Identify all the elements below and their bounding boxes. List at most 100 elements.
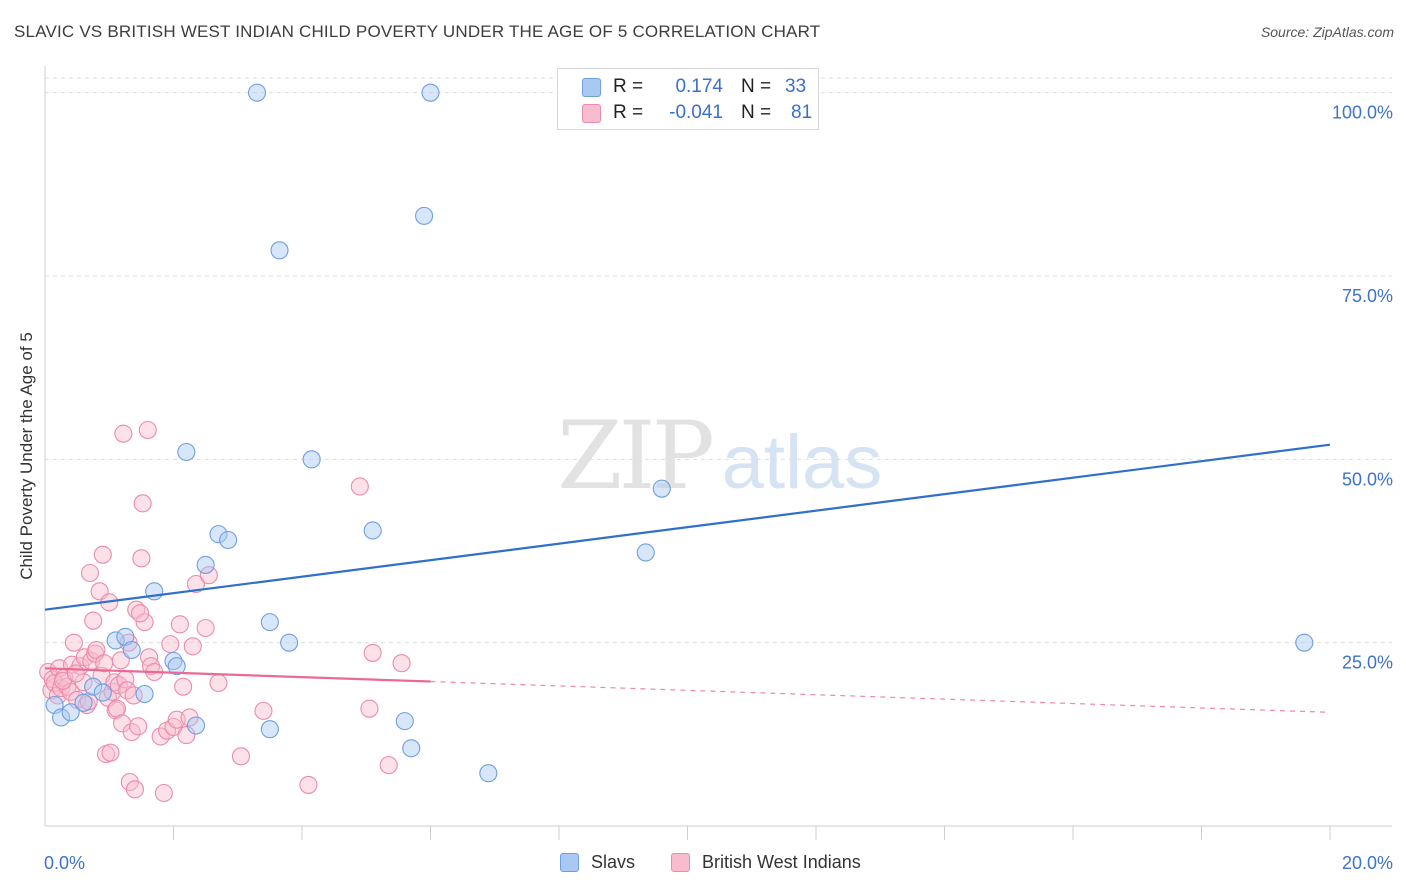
point-british-west-indians [174,677,193,696]
x-tick-label-max: 20.0% [1342,853,1393,873]
point-british-west-indians [231,747,251,766]
point-british-west-indians [129,717,148,736]
point-british-west-indians [196,618,215,638]
x-tick-label-min: 0.0% [44,853,85,873]
point-slavs [122,640,141,660]
point-british-west-indians [114,424,133,443]
point-slavs [402,739,421,758]
legend-r-value: 0.174 [675,76,723,97]
legend-row-british-west-indians: R = -0.041 N = 81 [582,101,812,125]
point-slavs [260,613,279,632]
trend-line-british-west-indians-dashed [430,680,1331,713]
point-slavs [186,716,206,735]
point-british-west-indians [80,563,100,583]
axes [44,66,1392,840]
point-british-west-indians [170,615,189,634]
trend-lines [44,443,1331,713]
point-slavs [636,543,655,562]
point-british-west-indians [299,775,318,794]
point-slavs [363,521,382,540]
point-slavs [209,525,228,544]
trend-line-british-west-indians-solid [44,667,431,683]
series-slavs [45,83,1314,783]
point-slavs [177,442,196,462]
point-british-west-indians [133,494,152,513]
tick-labels: 25.0% 50.0% 75.0% 100.0% 0.0% 20.0% [44,103,1393,873]
bottom-legend-swatch-slavs [560,853,579,872]
point-british-west-indians [101,743,120,762]
watermark-zip: ZIP [557,402,711,511]
legend-row-slavs: R = 0.174 N = 33 [582,75,806,99]
legend-n-value: 33 [785,76,807,97]
bottom-legend-swatch-british-west-indians [671,853,690,872]
y-tick-label: 100.0% [1332,103,1393,123]
y-tick-label: 75.0% [1342,286,1393,306]
point-slavs [196,555,215,574]
point-british-west-indians [183,637,202,656]
point-slavs [260,720,279,739]
point-british-west-indians [138,420,157,440]
bottom-legend-label-slavs: Slavs [591,852,636,872]
point-slavs [270,241,289,260]
legend-n-label: N = [741,102,772,123]
bottom-legend-slavs: Slavs [560,852,635,873]
point-british-west-indians [209,673,228,693]
point-british-west-indians [93,545,112,564]
point-british-west-indians [350,477,369,496]
point-british-west-indians [186,574,206,594]
point-slavs [106,631,125,650]
correlation-legend: R = 0.174 N = 33 R = -0.041 N = 81 [557,68,819,130]
legend-swatch-british-west-indians [582,103,601,123]
series-british-west-indians [39,420,411,803]
point-british-west-indians [360,699,379,718]
point-british-west-indians [177,726,196,745]
point-slavs [219,530,238,550]
legend-r-label: R = [613,102,644,123]
y-tick-label: 25.0% [1342,653,1393,673]
point-british-west-indians [132,549,151,568]
point-slavs [479,764,498,783]
point-slavs [247,83,267,102]
legend-r-value: -0.041 [669,102,723,123]
point-slavs [652,479,671,498]
watermark-atlas: atlas [722,420,883,505]
point-slavs [421,83,440,102]
point-british-west-indians [254,701,273,720]
point-british-west-indians [379,756,398,775]
bottom-legend-british-west-indians: British West Indians [671,852,861,873]
point-slavs [61,703,80,722]
point-slavs [135,684,154,704]
point-slavs [74,693,93,712]
point-slavs [1295,633,1314,652]
point-british-west-indians [125,780,144,799]
trend-line-slavs [44,443,1331,611]
legend-n-value: 81 [791,102,813,123]
point-british-west-indians [363,643,382,662]
point-british-west-indians [131,604,150,623]
point-slavs [302,450,321,469]
watermark: ZIP atlas [557,402,882,511]
point-slavs [164,651,183,671]
point-slavs [395,712,414,731]
point-british-west-indians [141,657,161,676]
point-slavs [52,708,71,727]
source-label: Source: ZipAtlas.com [1260,24,1394,40]
point-slavs [280,633,299,652]
point-british-west-indians [84,611,103,630]
point-british-west-indians [199,566,218,585]
y-tick-label: 50.0% [1342,469,1393,489]
point-british-west-indians [52,679,71,698]
point-british-west-indians [66,664,85,683]
point-british-west-indians [392,654,411,673]
point-slavs [415,206,434,225]
point-british-west-indians [161,635,180,654]
legend-n-label: N = [741,76,772,97]
point-slavs [84,677,103,696]
legend-r-label: R = [613,76,644,97]
bottom-legend-label-british-west-indians: British West Indians [702,852,861,872]
point-british-west-indians [135,613,154,632]
legend-swatch-slavs [582,77,601,97]
point-british-west-indians [64,633,83,652]
chart-title: SLAVIC VS BRITISH WEST INDIAN CHILD POVE… [14,22,821,41]
